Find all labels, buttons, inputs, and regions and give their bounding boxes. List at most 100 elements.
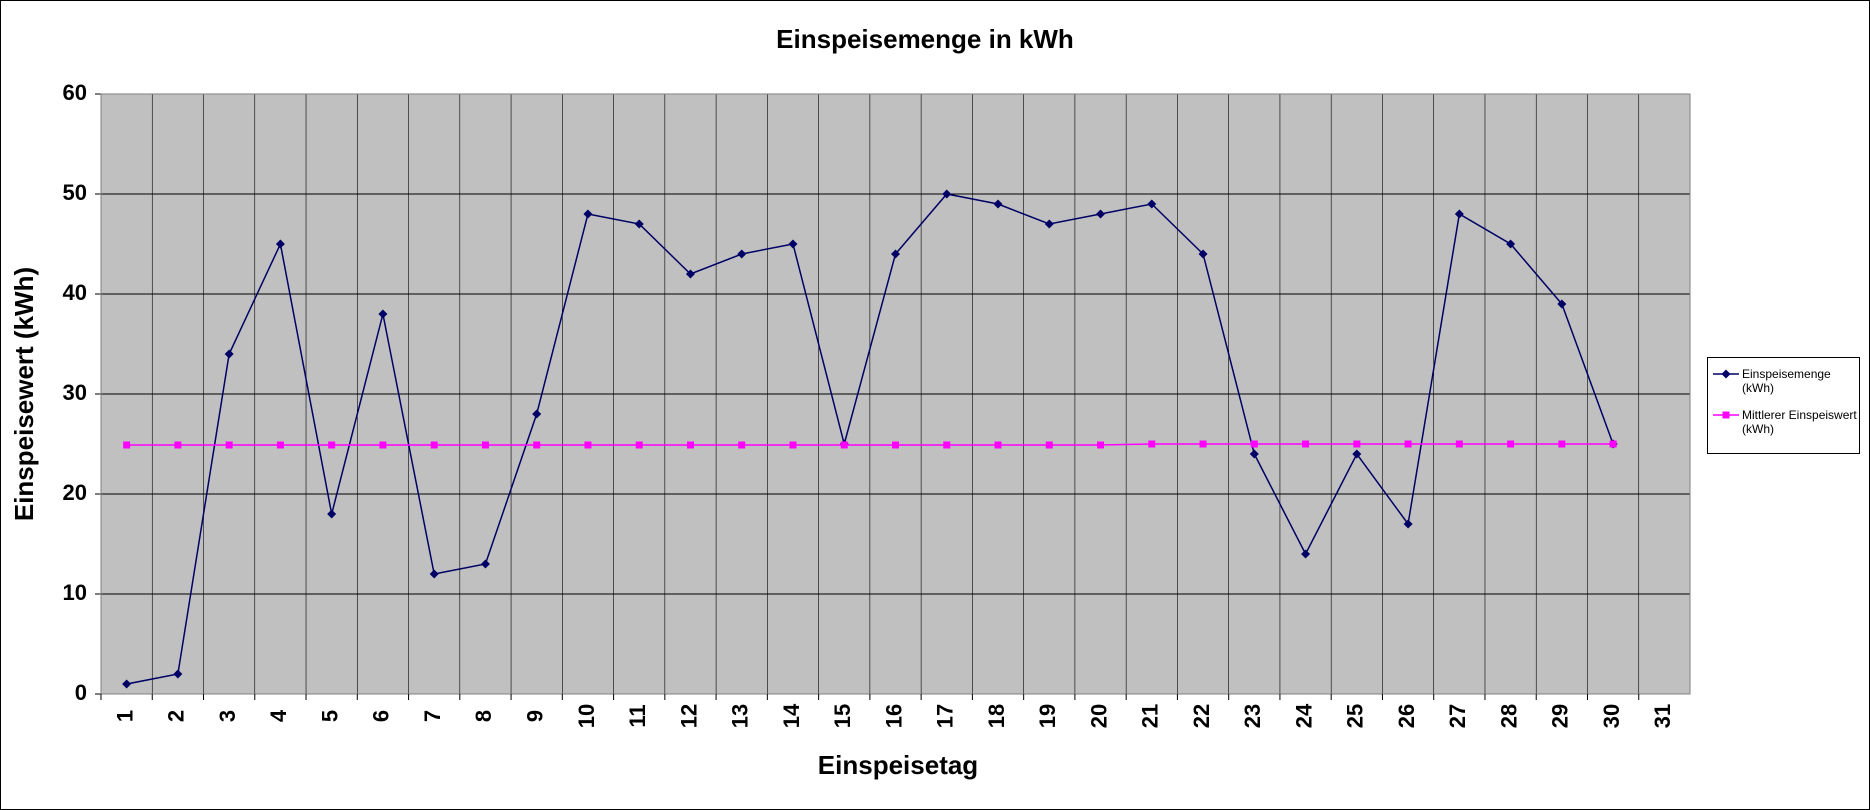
x-tick-label: 27 — [1445, 704, 1470, 728]
data-point — [123, 441, 131, 449]
x-tick-label: 22 — [1189, 704, 1214, 728]
x-tick-label: 20 — [1086, 704, 1111, 728]
data-point — [1454, 209, 1464, 219]
data-point — [122, 679, 132, 689]
x-tick-label: 14 — [779, 703, 804, 728]
x-tick-label: 18 — [984, 704, 1009, 728]
data-point — [1302, 440, 1310, 448]
x-tick-label: 13 — [728, 704, 753, 728]
x-tick-label: 4 — [266, 709, 291, 722]
y-tick-label: 60 — [63, 80, 87, 105]
x-tick-label: 25 — [1343, 704, 1368, 728]
x-tick-label: 15 — [830, 704, 855, 728]
data-point — [1044, 219, 1054, 229]
data-point — [1097, 441, 1105, 449]
x-tick-label: 30 — [1599, 704, 1624, 728]
data-point — [1096, 209, 1106, 219]
data-point — [328, 441, 336, 449]
data-point — [481, 441, 489, 449]
x-tick-label: 6 — [369, 710, 394, 722]
data-point — [379, 441, 387, 449]
data-point — [1507, 440, 1515, 448]
data-point — [738, 441, 746, 449]
data-point — [1403, 519, 1413, 529]
x-tick-label: 31 — [1650, 704, 1675, 728]
legend: Einspeisemenge (kWh) Mittlerer Einspeiswe… — [1707, 357, 1860, 454]
data-point — [1557, 299, 1567, 309]
data-point — [327, 509, 337, 519]
data-point — [942, 189, 952, 199]
data-point — [685, 269, 695, 279]
y-tick-label: 30 — [63, 380, 87, 405]
data-point — [737, 249, 747, 259]
legend-swatch — [1713, 411, 1739, 419]
data-point — [943, 441, 951, 449]
data-point — [1609, 440, 1617, 448]
data-point — [533, 441, 541, 449]
data-point — [1249, 449, 1259, 459]
data-point — [275, 239, 285, 249]
data-point — [1250, 440, 1258, 448]
x-tick-label: 21 — [1138, 704, 1163, 728]
y-tick-label: 10 — [63, 580, 87, 605]
x-tick-label: 17 — [933, 704, 958, 728]
legend-marker — [1721, 369, 1731, 379]
data-point — [789, 441, 797, 449]
y-tick-label: 40 — [63, 280, 87, 305]
data-point — [173, 669, 183, 679]
data-point — [276, 441, 284, 449]
data-point — [1558, 440, 1566, 448]
x-tick-label: 9 — [523, 710, 548, 722]
data-point — [174, 441, 182, 449]
x-tick-label: 2 — [164, 710, 189, 722]
data-point — [1353, 440, 1361, 448]
x-tick-label: 5 — [317, 710, 342, 722]
data-point — [1199, 440, 1207, 448]
data-point — [993, 199, 1003, 209]
y-axis-label: Einspeisewert (kWh) — [9, 267, 39, 521]
data-point — [430, 441, 438, 449]
data-point — [1455, 440, 1463, 448]
y-tick-label: 50 — [63, 180, 87, 205]
data-point — [1045, 441, 1053, 449]
y-tick-label: 20 — [63, 480, 87, 505]
data-point — [1404, 440, 1412, 448]
x-tick-label: 8 — [471, 710, 496, 722]
legend-label: Einspeisemenge (kWh) — [1742, 367, 1831, 395]
x-tick-label: 24 — [1291, 703, 1316, 728]
data-point — [1352, 449, 1362, 459]
x-tick-label: 1 — [112, 710, 137, 722]
data-point — [1301, 549, 1311, 559]
legend-swatch — [1713, 369, 1739, 379]
data-point — [788, 239, 798, 249]
legend-label: Mittlerer Einspeiswert (kWh) — [1742, 408, 1857, 436]
data-point — [1506, 239, 1516, 249]
data-point — [224, 349, 234, 359]
x-tick-label: 29 — [1548, 704, 1573, 728]
data-point — [634, 219, 644, 229]
data-point — [1148, 440, 1156, 448]
chart-title: Einspeisemenge in kWh — [776, 24, 1074, 54]
data-point — [635, 441, 643, 449]
data-point — [583, 209, 593, 219]
y-tick-label: 0 — [75, 680, 87, 705]
data-point — [480, 559, 490, 569]
x-axis-label: Einspeisetag — [818, 750, 978, 780]
data-point — [840, 441, 848, 449]
data-point — [532, 409, 542, 419]
x-tick-label: 10 — [574, 704, 599, 728]
data-point — [1198, 249, 1208, 259]
data-point — [1147, 199, 1157, 209]
data-point — [891, 249, 900, 259]
data-point — [225, 441, 233, 449]
data-point — [686, 441, 694, 449]
data-point — [892, 441, 899, 449]
data-point — [994, 441, 1002, 449]
x-tick-label: 28 — [1496, 704, 1521, 728]
x-tick-label: 12 — [676, 704, 701, 728]
x-tick-label: 26 — [1394, 704, 1419, 728]
x-tick-label: 23 — [1240, 704, 1265, 728]
data-point — [378, 309, 388, 319]
